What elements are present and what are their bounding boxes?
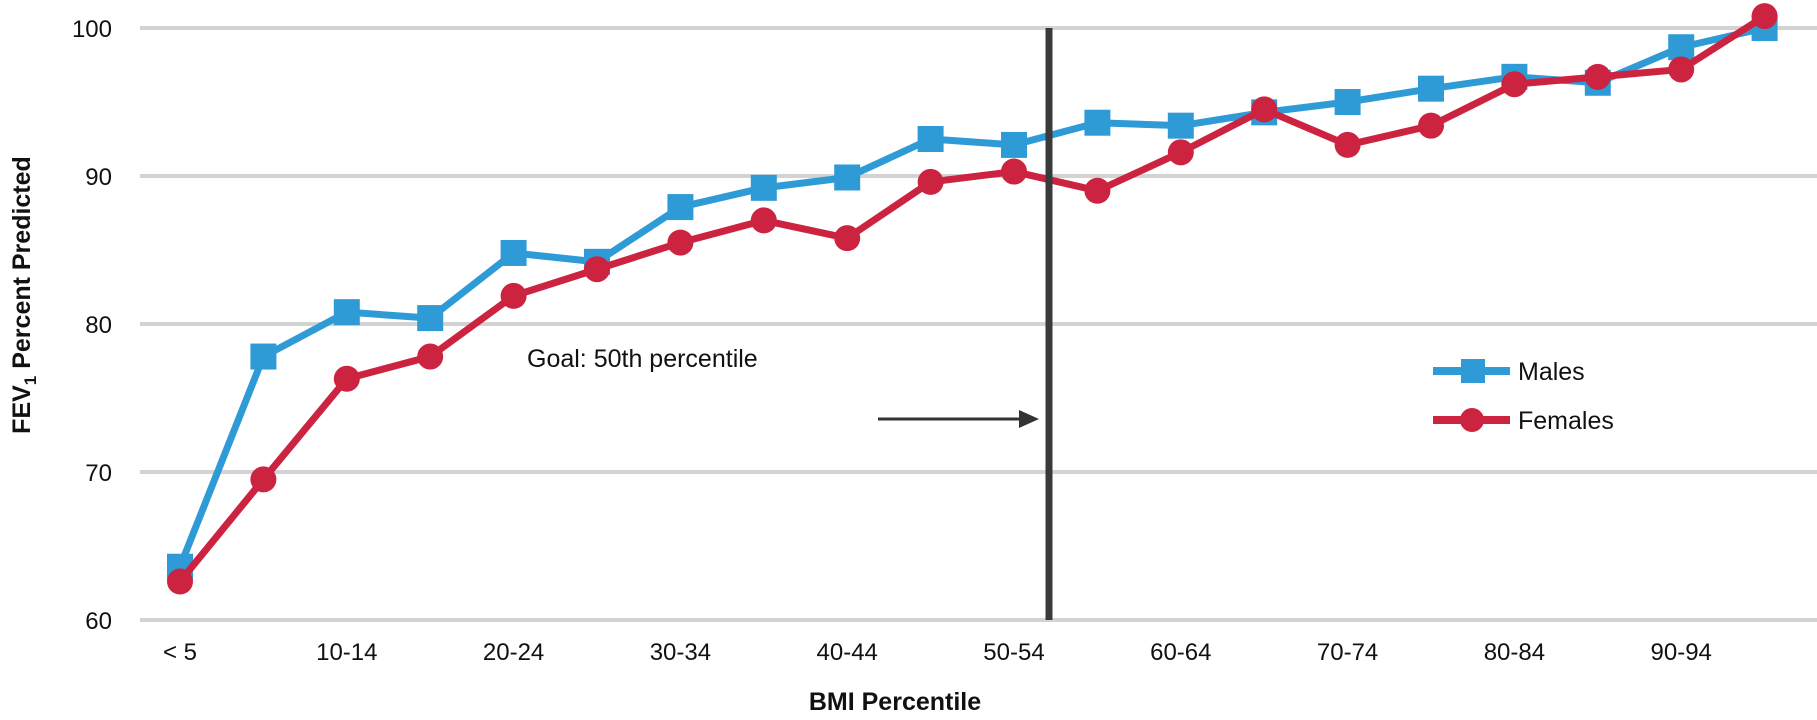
legend-males-marker [1461,359,1485,383]
females-point [667,229,694,256]
females-point [500,282,527,309]
y-axis-title-subscript: 1 [21,376,40,385]
x-tick-label: 50-54 [983,639,1044,666]
males-point [1418,75,1444,102]
legend-females-marker [1460,408,1484,432]
x-tick-label: < 5 [163,639,197,666]
males-point [750,174,777,201]
y-axis-title: FEV1 Percent Predicted [8,156,40,434]
females-point [1668,56,1695,83]
females-point [1418,112,1444,139]
males-point [917,126,944,152]
legend-females-label: Females [1518,407,1614,435]
gridlines [140,26,1817,622]
x-tick-label: 80-84 [1484,639,1545,666]
x-axis-title: BMI Percentile [809,688,981,716]
x-tick-label: 40-44 [817,639,878,666]
males-point [834,164,861,191]
y-axis-title-main: FEV [8,385,36,434]
females-point [1251,96,1278,123]
females-point [1751,3,1778,30]
y-tick-label: 90 [85,164,112,191]
y-tick-label: 60 [85,608,112,635]
males-point [1001,131,1027,158]
x-tick-label: 70-74 [1317,639,1378,666]
x-tick-label: 10-14 [316,639,377,666]
x-tick-label: 30-34 [650,639,711,666]
y-tick-label: 100 [72,16,112,43]
y-axis-ticks: 60 70 80 90 100 [72,16,112,635]
males-point [333,299,360,326]
males-point [500,239,527,266]
females-point [250,466,277,493]
males-line [176,24,1766,569]
males-point [1167,112,1194,139]
x-tick-label: 20-24 [483,639,544,666]
females-point [417,343,444,370]
females-point [167,568,193,595]
females-point [333,365,360,392]
males-point [667,194,694,221]
x-tick-label: 60-64 [1150,639,1211,666]
legend-males-label: Males [1518,358,1585,386]
females-line [177,13,1767,584]
goal-layer [878,28,1053,620]
females-point [1167,139,1194,166]
females-point [1001,158,1027,185]
males-point [417,305,444,332]
y-tick-label: 80 [85,312,112,339]
females-point [1501,71,1528,98]
males-point [1084,109,1111,136]
series-layer [167,3,1778,595]
females-point [584,256,610,283]
females-point [834,225,861,252]
females-point [750,207,777,234]
goal-annotation: Goal: 50th percentile [527,345,758,373]
males-point [1668,34,1695,61]
x-axis-ticks: < 5 10-14 20-24 30-34 40-44 50-54 60-64 70-74 80… [163,639,1712,666]
x-tick-label: 90-94 [1651,639,1712,666]
females-point [1084,177,1111,204]
goal-arrow-head [1019,410,1039,428]
females-point [1334,131,1361,158]
males-point [1334,89,1361,115]
females-point [917,168,944,195]
females-point [1584,63,1611,90]
y-axis-title-suffix: Percent Predicted [8,156,36,376]
legend: Males Females [1433,358,1614,435]
males-point [250,343,277,370]
y-tick-label: 70 [85,460,112,487]
